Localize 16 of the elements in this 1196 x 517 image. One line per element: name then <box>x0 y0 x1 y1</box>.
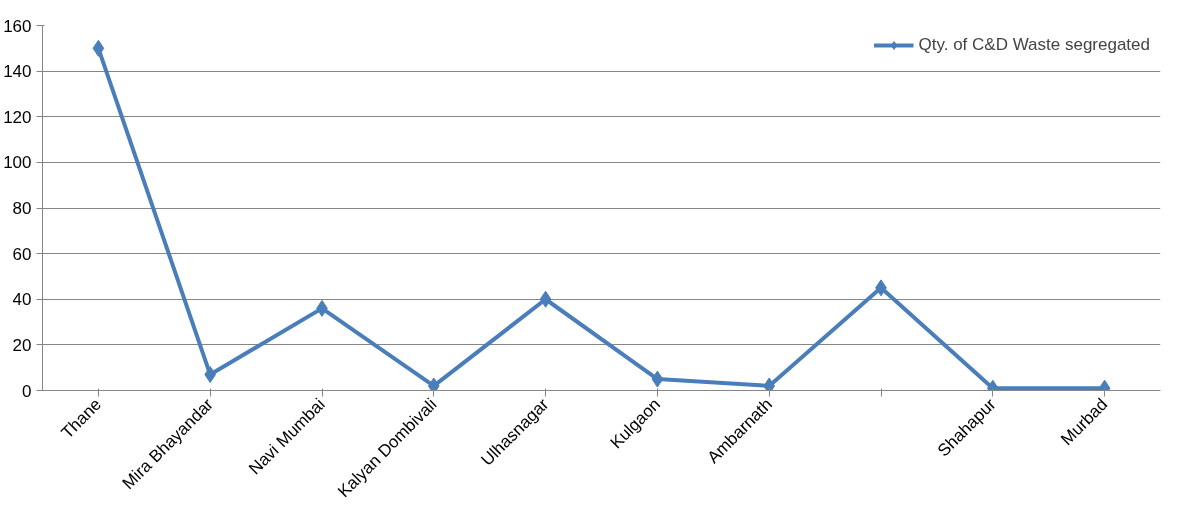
point <box>763 377 776 391</box>
point <box>92 39 105 57</box>
legend-label: Qty. of C&D Waste segregated <box>918 35 1150 55</box>
y-tick-label: 100 <box>3 153 32 173</box>
y-tick-label: 60 <box>12 244 32 264</box>
y-tick-label: 80 <box>12 199 32 218</box>
y-tick-label: 160 <box>3 16 32 36</box>
y-tick-label: 120 <box>3 107 32 127</box>
point <box>539 290 552 308</box>
y-tick-label: 0 <box>22 381 32 401</box>
point <box>651 370 664 388</box>
point <box>427 377 440 391</box>
point <box>204 366 217 384</box>
y-tick-label: 40 <box>12 290 32 310</box>
y-tick-label: 20 <box>12 335 32 355</box>
y-tick-label: 140 <box>3 62 32 82</box>
